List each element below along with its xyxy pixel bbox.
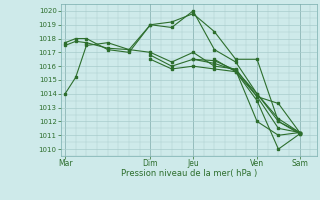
- X-axis label: Pression niveau de la mer( hPa ): Pression niveau de la mer( hPa ): [121, 169, 257, 178]
